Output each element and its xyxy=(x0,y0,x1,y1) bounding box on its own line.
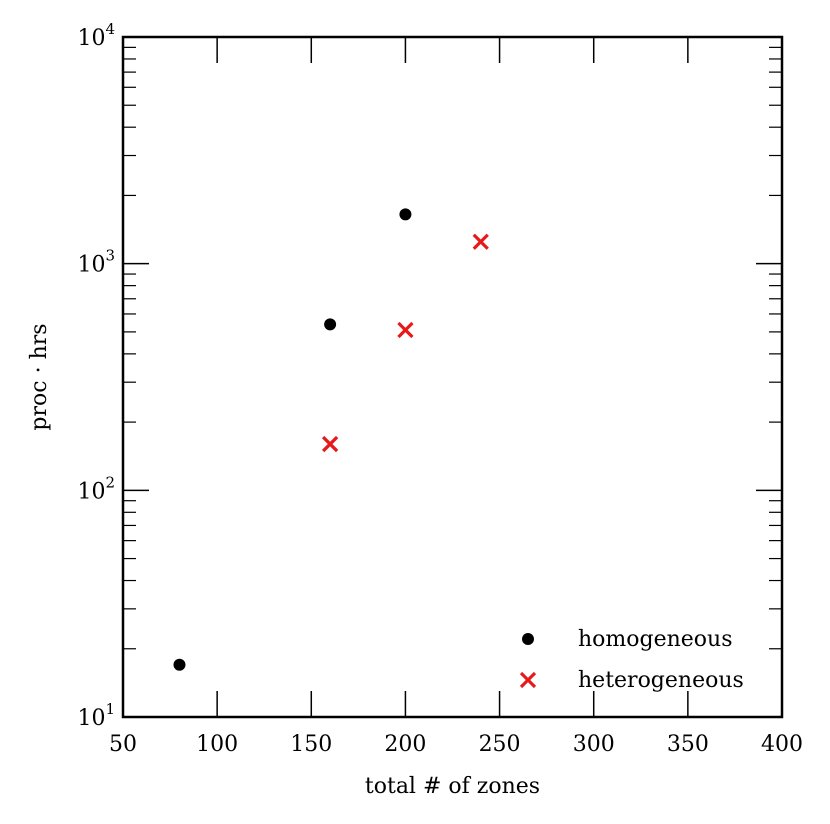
x-tick-label: 50 xyxy=(109,732,137,757)
x-tick-label: 150 xyxy=(290,732,332,757)
y-tick-label: 103 xyxy=(77,247,115,278)
x-axis-label: total # of zones xyxy=(365,774,540,799)
homogeneous-point xyxy=(173,658,186,671)
homogeneous-point xyxy=(399,208,412,221)
tick-labels: 50 100 150 200 250 300 350 400 101 102 103 104 xyxy=(77,20,803,757)
x-tick-label: 100 xyxy=(196,732,238,757)
legend-x-marker xyxy=(519,671,537,689)
legend-circle-marker xyxy=(522,633,534,645)
legend-label: heterogeneous xyxy=(578,668,744,693)
x-tick-label: 200 xyxy=(384,732,426,757)
heterogeneous-point xyxy=(397,321,414,339)
x-tick-label: 250 xyxy=(479,732,521,757)
y-tick-label: 104 xyxy=(77,20,115,51)
y-tick-label: 102 xyxy=(77,473,115,504)
x-tick-label: 400 xyxy=(761,732,803,757)
x-tick-label: 350 xyxy=(667,732,709,757)
homogeneous-point xyxy=(324,318,337,331)
plot-frame xyxy=(121,35,784,719)
heterogeneous-point xyxy=(321,435,339,453)
heterogeneous-point xyxy=(472,233,489,250)
y-axis-label: proc · hrs xyxy=(27,323,52,430)
x-tick-label: 300 xyxy=(573,732,615,757)
legend: homogeneous heterogeneous xyxy=(519,627,744,693)
legend-label: homogeneous xyxy=(578,627,733,652)
y-tick-label: 101 xyxy=(77,700,115,731)
data-points xyxy=(173,208,489,671)
ticks xyxy=(122,36,783,718)
